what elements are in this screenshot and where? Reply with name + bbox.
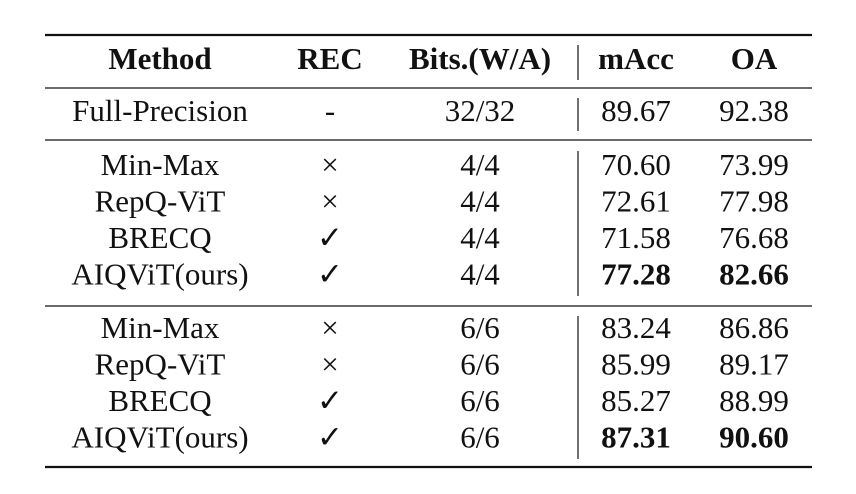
- table-cell: 6/6: [460, 310, 500, 345]
- table-cell: Min-Max: [101, 310, 220, 345]
- table-cell: 77.28: [601, 257, 671, 292]
- table-cell: 4/4: [460, 220, 500, 255]
- table-cell: Min-Max: [101, 147, 220, 182]
- table-cell: ×: [321, 347, 338, 382]
- table-cell: 92.38: [719, 93, 789, 128]
- header-cell: REC: [297, 41, 362, 76]
- table-cell: 71.58: [601, 220, 671, 255]
- table-cell: 73.99: [719, 147, 789, 182]
- table-cell: BRECQ: [108, 220, 211, 255]
- table-cell: 88.99: [719, 383, 789, 418]
- table-cell: ×: [321, 310, 338, 345]
- table-cell: Full-Precision: [72, 93, 248, 128]
- table-cell: 82.66: [719, 257, 789, 292]
- table-cell: 89.67: [601, 93, 671, 128]
- table-cell: 6/6: [460, 420, 500, 455]
- table-cell: -: [325, 93, 335, 128]
- header-cell: mAcc: [598, 41, 674, 76]
- table-cell: 72.61: [601, 184, 671, 219]
- header-cell: Method: [108, 41, 211, 76]
- table-cell: BRECQ: [108, 383, 211, 418]
- table-cell: 86.86: [719, 310, 789, 345]
- table-cell: ✓: [317, 220, 343, 255]
- table-cell: ×: [321, 184, 338, 219]
- table-cell: 89.17: [719, 347, 789, 382]
- table-cell: 83.24: [601, 310, 671, 345]
- table-cell: 87.31: [601, 420, 671, 455]
- table-cell: 32/32: [445, 93, 516, 128]
- header-cell: OA: [731, 41, 778, 76]
- table-cell: 6/6: [460, 383, 500, 418]
- table-cell: 6/6: [460, 347, 500, 382]
- table-cell: 70.60: [601, 147, 671, 182]
- table-cell: 77.98: [719, 184, 789, 219]
- table-cell: AIQViT(ours): [71, 420, 248, 455]
- table-cell: ×: [321, 147, 338, 182]
- header-cell: Bits.(W/A): [409, 41, 551, 76]
- table-cell: 90.60: [719, 420, 789, 455]
- table-cell: 4/4: [460, 257, 500, 292]
- table-cell: ✓: [317, 420, 343, 455]
- table-cell: 4/4: [460, 184, 500, 219]
- table-cell: RepQ-ViT: [95, 184, 226, 219]
- table-cell: ✓: [317, 383, 343, 418]
- table-cell: 85.99: [601, 347, 671, 382]
- table-cell: RepQ-ViT: [95, 347, 226, 382]
- table-cell: 76.68: [719, 220, 789, 255]
- table-cell: 4/4: [460, 147, 500, 182]
- table-cell: 85.27: [601, 383, 671, 418]
- table-cell: AIQViT(ours): [71, 257, 248, 292]
- table-cell: ✓: [317, 257, 343, 292]
